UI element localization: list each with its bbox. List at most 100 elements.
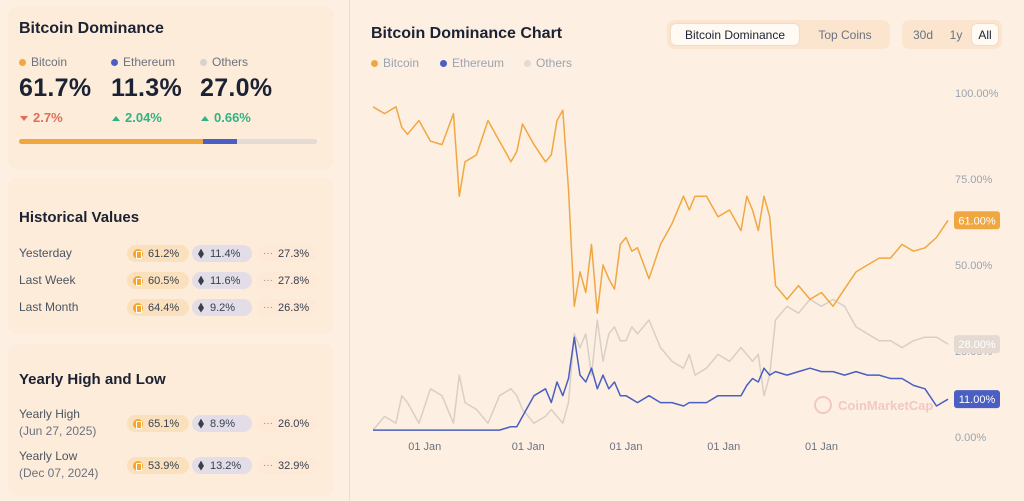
ethereum-coin-icon: [198, 418, 204, 429]
legend-bitcoin[interactable]: Bitcoin: [371, 56, 419, 70]
dominance-share-bar: [19, 139, 317, 144]
yearly-low-label: Yearly Low (Dec 07, 2024): [19, 448, 98, 482]
dominance-chart[interactable]: CoinMarketCap 0.00%25.00%50.00%75.00%100…: [350, 0, 1024, 501]
summary-label-others: Others: [212, 55, 249, 69]
yearly-row-label: Yearly High: [19, 407, 80, 421]
bitcoin-coin-icon: [133, 418, 143, 429]
x-tick-label: 01 Jan: [512, 441, 545, 453]
ethereum-coin-icon: [198, 460, 204, 471]
summary-legend-others: Others: [200, 55, 248, 69]
coinmarketcap-logo-icon: [814, 396, 832, 414]
historical-btc-pill: 64.4%: [127, 299, 189, 316]
yearly-row-label: Yearly Low: [19, 449, 78, 463]
end-label-bg-bitcoin: [954, 211, 1000, 230]
left-panel: Bitcoin Dominance Bitcoin Ethereum Other…: [0, 0, 350, 501]
tab-top-coins[interactable]: Top Coins: [818, 27, 872, 42]
others-dots-icon: ···: [263, 248, 273, 259]
tab-bitcoin-dominance[interactable]: Bitcoin Dominance: [671, 24, 799, 45]
summary-legend-bitcoin: Bitcoin: [19, 55, 67, 69]
yearly-eth-value: 8.9%: [210, 417, 236, 430]
chart-tabs: Bitcoin Dominance Top Coins: [667, 20, 890, 49]
historical-eth-pill: 9.2%: [192, 299, 252, 316]
historical-others-value: 27.8%: [278, 274, 310, 287]
yearly-others-pill: ··· 32.9%: [257, 457, 317, 474]
x-tick-label: 01 Jan: [609, 441, 642, 453]
historical-others-pill: ··· 27.3%: [257, 245, 317, 262]
bitcoin-share-segment: [19, 139, 203, 144]
others-dots-icon: ···: [263, 418, 273, 429]
y-tick-label: 0.00%: [955, 432, 986, 444]
bitcoin-change: 2.7%: [20, 110, 63, 125]
others-share-segment: [236, 139, 317, 144]
yearly-btc-value: 65.1%: [148, 417, 180, 430]
range-30d[interactable]: 30d: [912, 27, 934, 42]
ethereum-change-value: 2.04%: [125, 110, 162, 125]
arrow-up-icon: [201, 116, 209, 122]
range-selector: 30d 1y All: [902, 20, 1002, 49]
others-dots-icon: ···: [263, 460, 273, 471]
historical-btc-value: 61.2%: [148, 247, 180, 260]
end-label-ethereum: 11.00%: [959, 394, 996, 406]
x-tick-label: 01 Jan: [805, 441, 838, 453]
others-dots-icon: ···: [263, 275, 273, 286]
x-tick-label: 01 Jan: [408, 441, 441, 453]
legend-ethereum-label: Ethereum: [452, 56, 505, 70]
yearly-eth-pill: 8.9%: [192, 415, 252, 432]
coinmarketcap-watermark: CoinMarketCap: [814, 396, 933, 414]
ethereum-dot-icon: [111, 59, 118, 67]
range-all[interactable]: All: [972, 24, 998, 45]
historical-others-pill: ··· 27.8%: [257, 272, 317, 289]
legend-bitcoin-label: Bitcoin: [383, 56, 420, 70]
historical-row-label: Yesterday: [19, 246, 72, 260]
yearly-eth-pill: 13.2%: [192, 457, 252, 474]
yearly-btc-pill: 65.1%: [127, 415, 189, 432]
bitcoin-coin-icon: [133, 460, 143, 471]
summary-label-ethereum: Ethereum: [123, 55, 176, 69]
historical-row-label: Last Week: [19, 273, 76, 287]
series-line-bitcoin[interactable]: [372, 106, 949, 314]
summary-label-bitcoin: Bitcoin: [31, 55, 68, 69]
range-1y[interactable]: 1y: [949, 27, 963, 42]
legend-others[interactable]: Others: [524, 56, 572, 70]
bitcoin-coin-icon: [133, 302, 143, 313]
bitcoin-dot-icon: [19, 59, 26, 67]
summary-legend-ethereum: Ethereum: [111, 55, 175, 69]
others-dot-icon: [524, 60, 531, 68]
end-label-others: 28.00%: [958, 339, 996, 351]
ethereum-coin-icon: [198, 248, 204, 259]
others-value: 27.0%: [200, 74, 273, 102]
legend-ethereum[interactable]: Ethereum: [440, 56, 504, 70]
ethereum-coin-icon: [198, 275, 204, 286]
arrow-down-icon: [20, 116, 28, 122]
yearly-row-date: (Jun 27, 2025): [19, 424, 97, 438]
ethereum-share-segment: [202, 139, 237, 144]
series-line-ethereum[interactable]: [373, 336, 949, 431]
yearly-others-pill: ··· 26.0%: [257, 415, 317, 432]
others-change: 0.66%: [201, 110, 251, 125]
yearly-row-date: (Dec 07, 2024): [19, 466, 99, 480]
others-dot-icon: [200, 59, 207, 67]
historical-eth-value: 9.2%: [210, 301, 236, 314]
ethereum-value: 11.3%: [111, 74, 183, 102]
historical-others-pill: ··· 26.3%: [257, 299, 317, 316]
y-tick-label: 75.00%: [955, 174, 993, 186]
yearly-high-label: Yearly High (Jun 27, 2025): [19, 406, 96, 440]
chart-panel: Bitcoin Dominance Chart Bitcoin Dominanc…: [350, 0, 1024, 501]
panel-divider: [349, 0, 350, 501]
historical-btc-pill: 60.5%: [127, 272, 189, 289]
ethereum-coin-icon: [198, 302, 204, 313]
series-line-others[interactable]: [372, 298, 949, 431]
others-change-value: 0.66%: [214, 110, 251, 125]
x-tick-label: 01 Jan: [707, 441, 740, 453]
historical-btc-value: 64.4%: [148, 301, 180, 314]
bitcoin-value: 61.7%: [19, 74, 92, 102]
arrow-up-icon: [112, 116, 120, 122]
yearly-others-value: 32.9%: [278, 459, 310, 472]
yearly-eth-value: 13.2%: [210, 459, 242, 472]
historical-eth-value: 11.6%: [210, 274, 241, 287]
bitcoin-coin-icon: [133, 275, 143, 286]
others-dots-icon: ···: [263, 302, 273, 313]
historical-btc-value: 60.5%: [148, 274, 180, 287]
legend-others-label: Others: [536, 56, 573, 70]
yearly-btc-value: 53.9%: [148, 459, 180, 472]
